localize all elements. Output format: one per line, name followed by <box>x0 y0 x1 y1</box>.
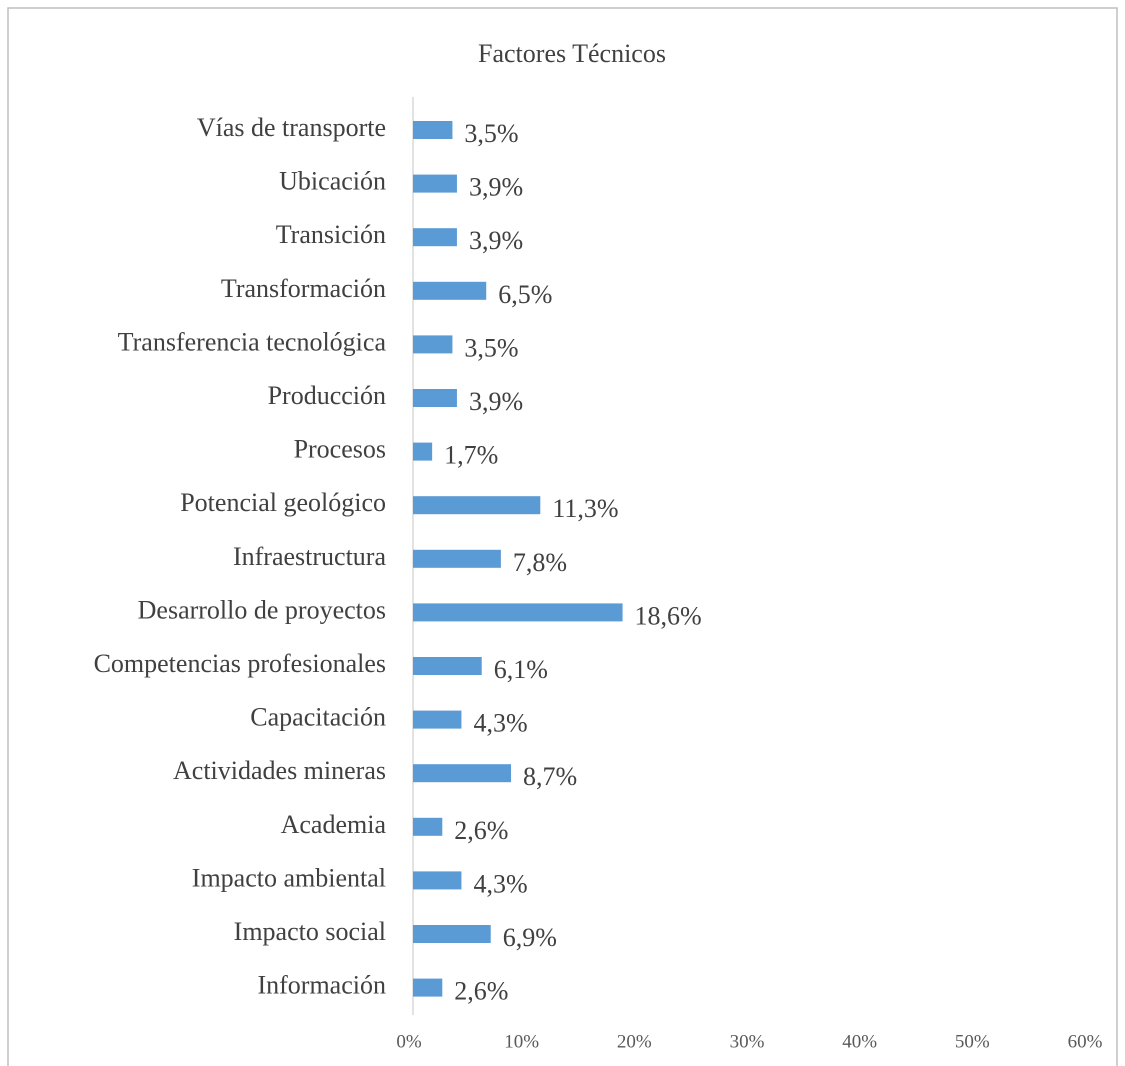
y-tick-label: Producción <box>268 381 386 410</box>
y-tick-label: Desarrollo de proyectos <box>138 595 386 624</box>
x-tick-label: 30% <box>730 1031 765 1052</box>
bar <box>413 817 443 836</box>
y-tick-label: Potencial geológico <box>180 488 386 517</box>
data-label: 6,9% <box>503 923 557 952</box>
chart-frame <box>7 7 1118 1066</box>
data-label: 3,9% <box>469 226 523 255</box>
y-tick-label: Información <box>257 971 386 1000</box>
y-tick-label: Infraestructura <box>233 542 386 571</box>
bar <box>413 228 457 247</box>
data-label: 11,3% <box>552 494 618 523</box>
bar <box>413 121 453 139</box>
bar <box>413 174 457 193</box>
y-tick-label: Transferencia tecnológica <box>118 327 387 356</box>
data-label: 6,1% <box>494 655 548 684</box>
bar <box>413 871 462 890</box>
y-tick-label: Capacitación <box>250 703 386 732</box>
data-label: 7,8% <box>513 548 567 577</box>
data-label: 3,9% <box>469 387 523 416</box>
bar <box>413 281 487 300</box>
data-label: 2,6% <box>454 816 508 845</box>
x-tick-label: 10% <box>504 1031 539 1052</box>
y-tick-label: Procesos <box>294 435 386 464</box>
y-tick-label: Transformación <box>221 274 386 303</box>
y-tick-label: Impacto social <box>234 917 386 946</box>
data-label: 1,7% <box>444 441 498 470</box>
data-label: 2,6% <box>454 977 508 1006</box>
bar <box>413 335 453 354</box>
x-tick-label: 40% <box>842 1031 877 1052</box>
data-label: 4,3% <box>473 869 527 898</box>
y-tick-label: Competencias profesionales <box>94 649 386 678</box>
bar <box>413 549 501 568</box>
bar <box>413 978 443 997</box>
bar <box>413 657 482 675</box>
y-tick-label: Academia <box>281 810 387 839</box>
y-tick-label: Impacto ambiental <box>192 863 386 892</box>
bar <box>413 389 457 407</box>
chart-title: Factores Técnicos <box>478 39 666 68</box>
bar <box>413 925 491 943</box>
x-tick-label: 60% <box>1068 1031 1103 1052</box>
data-label: 8,7% <box>523 762 577 791</box>
y-tick-label: Ubicación <box>279 167 386 196</box>
data-label: 3,5% <box>464 333 518 362</box>
bar <box>413 764 512 783</box>
data-label: 4,3% <box>473 709 527 738</box>
data-label: 18,6% <box>635 601 702 630</box>
data-label: 3,9% <box>469 173 523 202</box>
data-label: 3,5% <box>464 119 518 148</box>
x-tick-label: 0% <box>396 1031 422 1052</box>
bar <box>413 496 541 515</box>
y-tick-label: Transición <box>276 220 386 249</box>
y-tick-label: Vías de transporte <box>197 113 386 142</box>
bar <box>413 710 462 729</box>
bar <box>413 442 433 461</box>
x-tick-label: 50% <box>955 1031 990 1052</box>
bar <box>413 603 623 622</box>
data-label: 6,5% <box>498 280 552 309</box>
y-tick-label: Actividades mineras <box>173 756 386 785</box>
x-tick-label: 20% <box>617 1031 652 1052</box>
